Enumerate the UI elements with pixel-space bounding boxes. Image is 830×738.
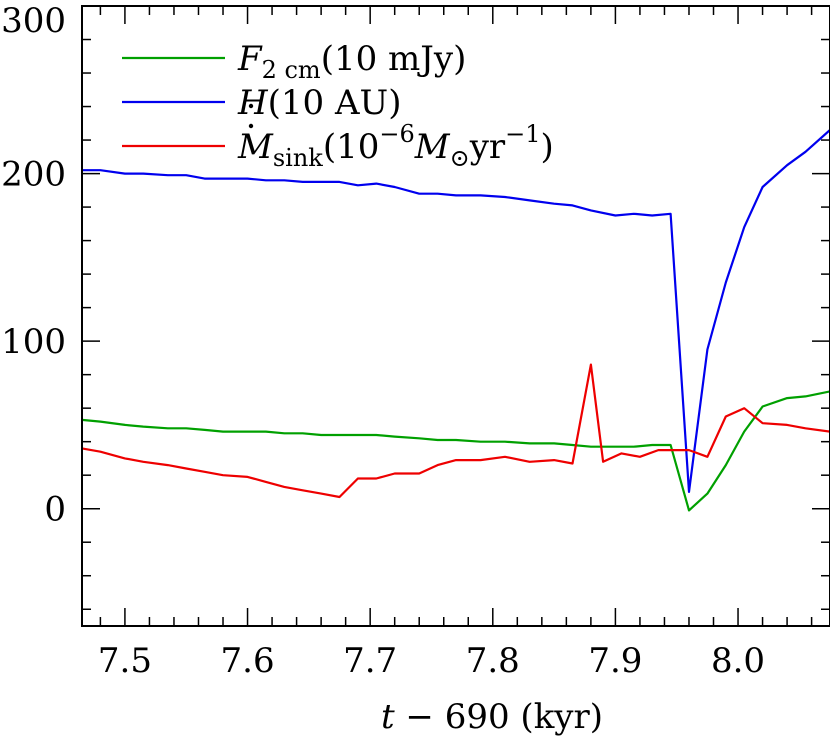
series-line-msink: [81, 363, 830, 499]
x-tick-label: 7.5: [98, 641, 152, 681]
y-tick-label: 100: [1, 322, 66, 362]
plot-frame: [81, 5, 830, 627]
legend-h-dot: [248, 123, 254, 129]
x-tick-label: 7.8: [466, 641, 520, 681]
axis-ticks: [82, 5, 830, 626]
legend-label-h: H(10 AU): [237, 83, 401, 123]
series-layer: [81, 129, 830, 512]
legend-label-msink: Msink(10−6M⊙yr−1): [237, 120, 554, 172]
y-tick-label: 200: [1, 155, 66, 195]
legend-label-f2cm: F2 cm(10 mJy): [237, 39, 466, 84]
x-axis-label: t − 690 (kyr): [381, 697, 603, 737]
legend: F2 cm(10 mJy) H(10 AU) Msink(10−6M⊙yr−1): [122, 39, 554, 172]
x-tick-label: 7.9: [588, 641, 642, 681]
legend-msink-dot: [248, 103, 254, 109]
y-tick-label: 300: [1, 1, 66, 41]
series-line-h: [82, 129, 830, 493]
x-tick-label: 7.7: [343, 641, 397, 681]
y-tick-label: 0: [44, 490, 66, 530]
series-line-f2cm: [81, 390, 830, 512]
x-tick-label: 7.6: [221, 641, 275, 681]
tick-labels: 7.5 7.6 7.7 7.8 7.9 8.0 0 100 200 300: [1, 1, 765, 681]
x-tick-label: 8.0: [711, 641, 765, 681]
